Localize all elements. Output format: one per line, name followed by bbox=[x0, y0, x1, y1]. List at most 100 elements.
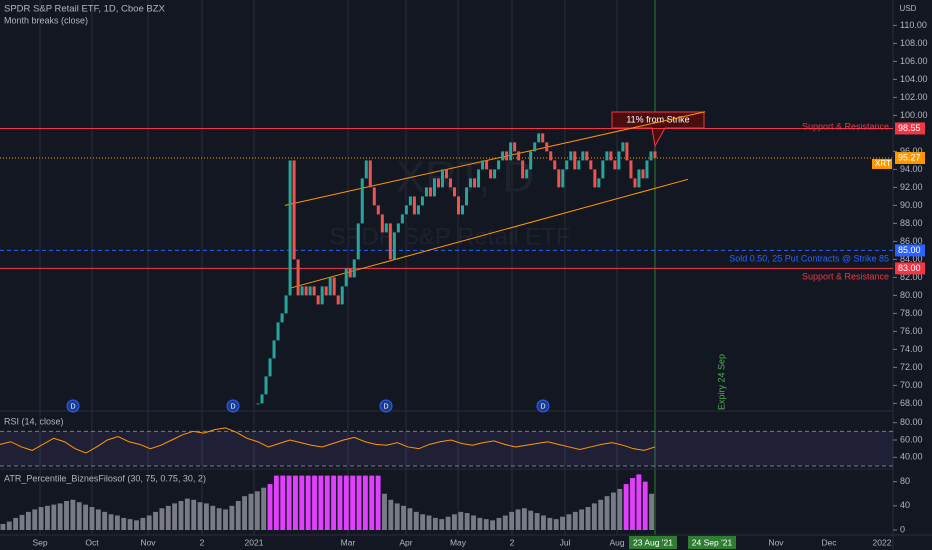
atr-bar bbox=[305, 475, 311, 530]
expiry-label: Expiry 24 Sep bbox=[716, 354, 726, 410]
candle bbox=[481, 160, 485, 170]
atr-bar bbox=[598, 499, 604, 530]
atr-bar bbox=[216, 508, 222, 530]
atr-bar bbox=[331, 475, 337, 530]
atr-bar bbox=[312, 475, 317, 530]
candle bbox=[473, 178, 477, 188]
candle bbox=[328, 277, 332, 296]
atr-bar bbox=[102, 511, 108, 530]
candle bbox=[348, 268, 352, 278]
atr-tick-label: 40 bbox=[900, 500, 910, 510]
y-tick-label: 108.00 bbox=[900, 38, 928, 48]
atr-bar bbox=[191, 499, 197, 530]
candle bbox=[352, 259, 356, 278]
candle bbox=[356, 223, 360, 260]
candle bbox=[613, 160, 617, 170]
atr-bar bbox=[140, 517, 146, 530]
dividend-marker bbox=[66, 399, 80, 413]
currency: USD bbox=[900, 4, 917, 13]
price-tag-label: 83.00 bbox=[898, 263, 921, 273]
atr-bar bbox=[617, 488, 623, 530]
atr-bar bbox=[51, 504, 57, 530]
atr-bar bbox=[38, 507, 44, 530]
atr-bar bbox=[401, 505, 406, 530]
candle bbox=[320, 286, 324, 305]
atr-bar bbox=[337, 475, 343, 530]
atr-bar bbox=[426, 515, 432, 530]
x-tick-label: 2021 bbox=[245, 537, 264, 547]
atr-bar bbox=[502, 515, 508, 530]
candle bbox=[565, 160, 569, 170]
price-tag bbox=[895, 244, 925, 257]
atr-bar bbox=[299, 475, 305, 530]
candle bbox=[256, 403, 260, 405]
atr-bar bbox=[261, 487, 267, 530]
candle bbox=[420, 196, 424, 206]
candle bbox=[292, 160, 296, 260]
atr-bar bbox=[642, 481, 648, 530]
candle bbox=[436, 178, 440, 188]
candle bbox=[432, 178, 436, 197]
atr-bar bbox=[610, 492, 616, 530]
candle bbox=[533, 142, 537, 152]
y-tick-label: 76.00 bbox=[900, 326, 923, 336]
candle bbox=[629, 160, 633, 179]
atr-bar bbox=[153, 511, 158, 530]
y-tick-label: 78.00 bbox=[900, 308, 923, 318]
y-tick-label: 90.00 bbox=[900, 200, 923, 210]
candle bbox=[288, 160, 292, 296]
x-tick-label: Dec bbox=[821, 537, 837, 547]
candle bbox=[529, 151, 533, 170]
atr-bar bbox=[394, 503, 400, 530]
atr-bar bbox=[235, 501, 241, 530]
candle bbox=[336, 295, 340, 305]
candle bbox=[260, 394, 264, 404]
price-tag-label: 85.00 bbox=[898, 245, 921, 255]
y-tick-label: 70.00 bbox=[900, 380, 923, 390]
candle bbox=[461, 205, 465, 215]
price-tag bbox=[895, 262, 925, 275]
atr-bar bbox=[184, 498, 190, 530]
candle bbox=[408, 196, 412, 206]
candle bbox=[649, 151, 653, 161]
atr-bar bbox=[496, 517, 502, 530]
candle bbox=[316, 295, 320, 305]
atr-bar bbox=[521, 508, 527, 530]
channel-upper bbox=[284, 111, 706, 206]
atr-bar bbox=[471, 515, 476, 530]
candle bbox=[609, 151, 613, 161]
dividend-label: D bbox=[383, 403, 388, 410]
atr-bar bbox=[165, 505, 171, 530]
atr-bar bbox=[13, 517, 19, 530]
atr-bar bbox=[534, 513, 540, 530]
atr-bar bbox=[477, 517, 483, 530]
price-tag bbox=[895, 122, 925, 135]
atr-bar bbox=[439, 519, 445, 530]
x-tick-label: 2022 bbox=[873, 537, 892, 547]
candle bbox=[549, 151, 553, 161]
atr-bar bbox=[19, 514, 25, 530]
atr-bar bbox=[591, 503, 597, 530]
candle bbox=[448, 178, 452, 188]
atr-bar bbox=[553, 519, 559, 530]
atr-bar bbox=[324, 475, 330, 530]
candle bbox=[497, 160, 501, 170]
y-tick-label: 102.00 bbox=[900, 92, 928, 102]
y-tick-label: 88.00 bbox=[900, 218, 923, 228]
rsi-title: RSI (14, close) bbox=[4, 416, 64, 426]
candle bbox=[284, 295, 288, 314]
atr-bar bbox=[146, 515, 152, 530]
candle bbox=[324, 286, 328, 296]
atr-bar bbox=[375, 475, 381, 530]
atr-bar bbox=[490, 520, 496, 530]
candle bbox=[477, 169, 481, 188]
candle bbox=[296, 259, 300, 296]
candle bbox=[577, 160, 581, 170]
atr-bar bbox=[515, 509, 521, 530]
y-tick-label: 100.00 bbox=[900, 110, 928, 120]
atr-bar bbox=[388, 499, 394, 530]
candle bbox=[465, 187, 469, 206]
y-tick-label: 104.00 bbox=[900, 74, 928, 84]
atr-bar bbox=[197, 502, 203, 530]
